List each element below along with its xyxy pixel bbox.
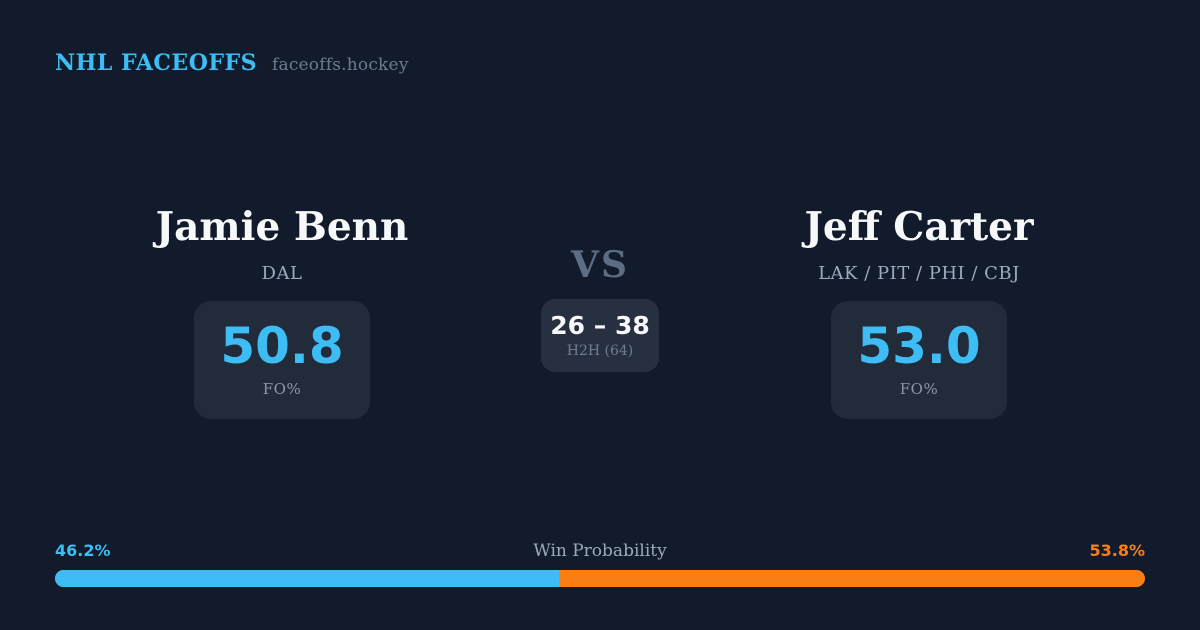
stat-card-right: 53.0 FO% (831, 300, 1007, 419)
stat-card-left: 50.8 FO% (194, 300, 370, 419)
win-prob-bar-left-segment (55, 570, 559, 587)
stat-label-right: FO% (899, 380, 939, 399)
h2h-score: 26 – 38 (550, 311, 650, 341)
player-teams-right: LAK / PIT / PHI / CBJ (818, 262, 1020, 284)
brand-domain: faceoffs.hockey (272, 55, 409, 75)
win-prob-title: Win Probability (533, 541, 667, 561)
stat-value-left: 50.8 (220, 317, 344, 376)
win-prob-right-pct: 53.8% (1089, 541, 1145, 560)
player-name-left: Jamie Benn (155, 204, 409, 250)
win-probability-section: 46.2% Win Probability 53.8% (55, 541, 1145, 587)
stat-label-left: FO% (262, 380, 302, 399)
win-probability-labels: 46.2% Win Probability 53.8% (55, 541, 1145, 561)
win-prob-bar (55, 570, 1145, 587)
h2h-label: H2H (64) (566, 342, 634, 359)
versus-panel: VS 26 – 38 H2H (64) (520, 247, 680, 372)
player-panel-right: Jeff Carter LAK / PIT / PHI / CBJ 53.0 F… (739, 205, 1099, 419)
win-prob-left-pct: 46.2% (55, 541, 111, 560)
player-name-right: Jeff Carter (804, 204, 1034, 250)
h2h-card: 26 – 38 H2H (64) (541, 299, 659, 372)
player-teams-left: DAL (261, 262, 303, 284)
header: NHL FACEOFFS faceoffs.hockey (55, 50, 409, 76)
player-panel-left: Jamie Benn DAL 50.8 FO% (102, 205, 462, 419)
brand-title: NHL FACEOFFS (55, 50, 257, 76)
stat-value-right: 53.0 (857, 317, 981, 376)
vs-label: VS (571, 244, 629, 286)
